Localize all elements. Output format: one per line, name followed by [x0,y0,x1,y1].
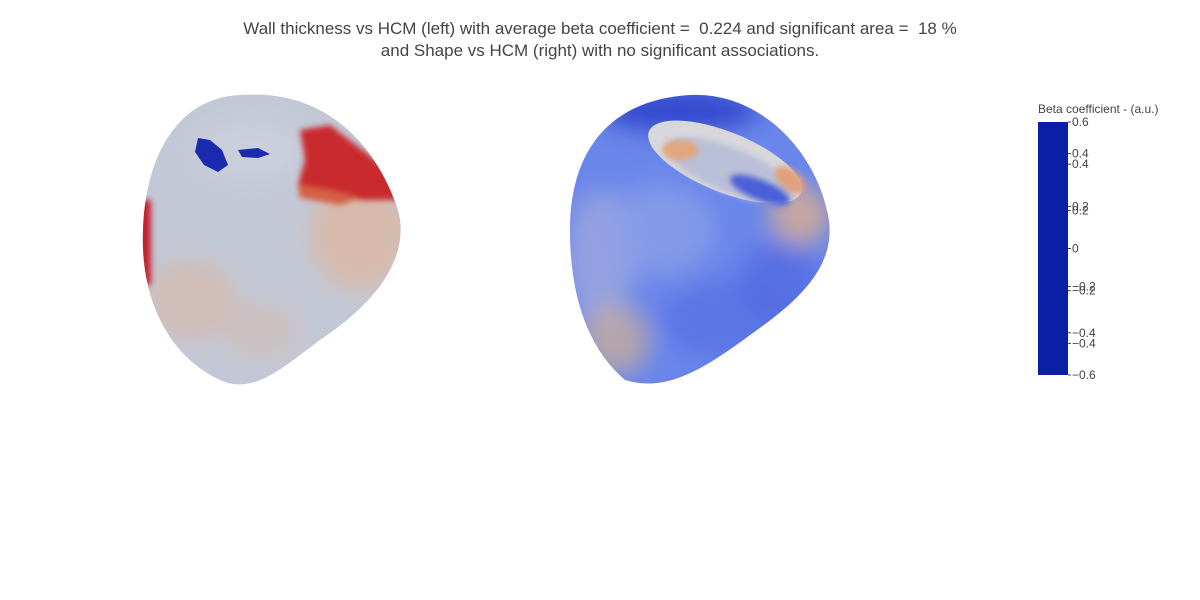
colorbar-tick-label: −0.2 [1072,284,1096,298]
colorbar-gradient [1038,122,1068,375]
right-panel-shape-mesh [570,94,830,384]
colorbar-tick-label: −0.2 [1072,279,1096,293]
chart-title: Wall thickness vs HCM (left) with averag… [0,18,1200,62]
colorbar-tick-label: 0.4 [1072,147,1089,161]
colorbar-ticks: 0.6 0.40.4 0.20.2 0 −0.2−0.2 −0.4−0.4 −0.6 [1068,115,1096,382]
left-panel-wall-thickness-mesh [142,94,401,385]
left-mesh-shading [145,120,401,360]
colorbar-title: Beta coefficient - (a.u.) [1038,102,1159,116]
colorbar-tick-label: −0.4 [1072,336,1096,350]
colorbar-tick-label: 0.4 [1072,157,1089,171]
chart-title-line-2: and Shape vs HCM (right) with no signifi… [380,41,820,60]
colorbar-tick-label: 0.2 [1072,199,1089,213]
right-mesh-valve-opening [648,120,806,206]
colorbar: Beta coefficient - (a.u.) 0.6 0.40.4 0.20.… [1038,102,1159,382]
colorbar-tick-label: 0.6 [1072,115,1089,129]
colorbar-tick-label: −0.4 [1072,326,1096,340]
colorbar-tick-label: 0 [1072,242,1079,256]
colorbar-tick-label: 0.2 [1072,204,1089,218]
left-mesh-red-region [142,125,400,285]
colorbar-tick-label: −0.6 [1072,368,1096,382]
chart-title-line-1: Wall thickness vs HCM (left) with averag… [243,19,957,38]
